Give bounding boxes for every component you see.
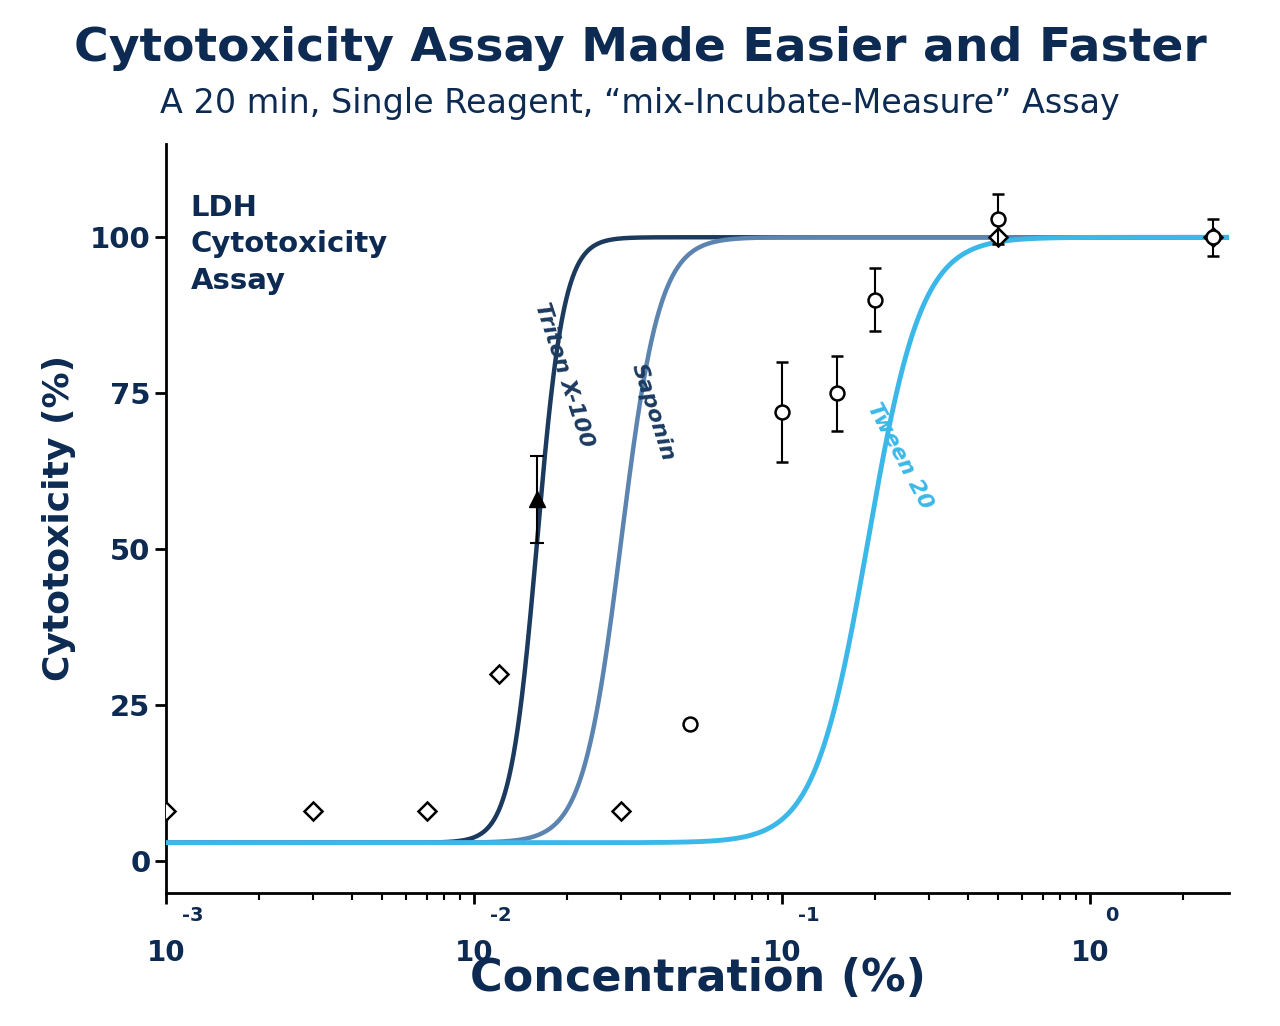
Text: 10: 10: [147, 939, 186, 968]
Text: -2: -2: [490, 907, 511, 925]
Text: A 20 min, Single Reagent, “mix-Incubate-Measure” Assay: A 20 min, Single Reagent, “mix-Incubate-…: [160, 87, 1120, 120]
Y-axis label: Cytotoxicity (%): Cytotoxicity (%): [42, 355, 76, 681]
Text: -3: -3: [182, 907, 204, 925]
Text: Concentration (%): Concentration (%): [470, 957, 925, 1000]
Text: Saponin: Saponin: [627, 361, 678, 464]
Text: 10: 10: [454, 939, 494, 968]
Text: Triton X-100: Triton X-100: [531, 300, 596, 449]
Text: 10: 10: [763, 939, 801, 968]
Text: 10: 10: [1071, 939, 1110, 968]
Text: 0: 0: [1106, 907, 1119, 925]
Text: -1: -1: [797, 907, 819, 925]
Text: LDH
Cytotoxicity
Assay: LDH Cytotoxicity Assay: [191, 194, 388, 295]
Text: Cytotoxicity Assay Made Easier and Faster: Cytotoxicity Assay Made Easier and Faste…: [74, 26, 1206, 71]
Text: Tween 20: Tween 20: [863, 399, 936, 512]
